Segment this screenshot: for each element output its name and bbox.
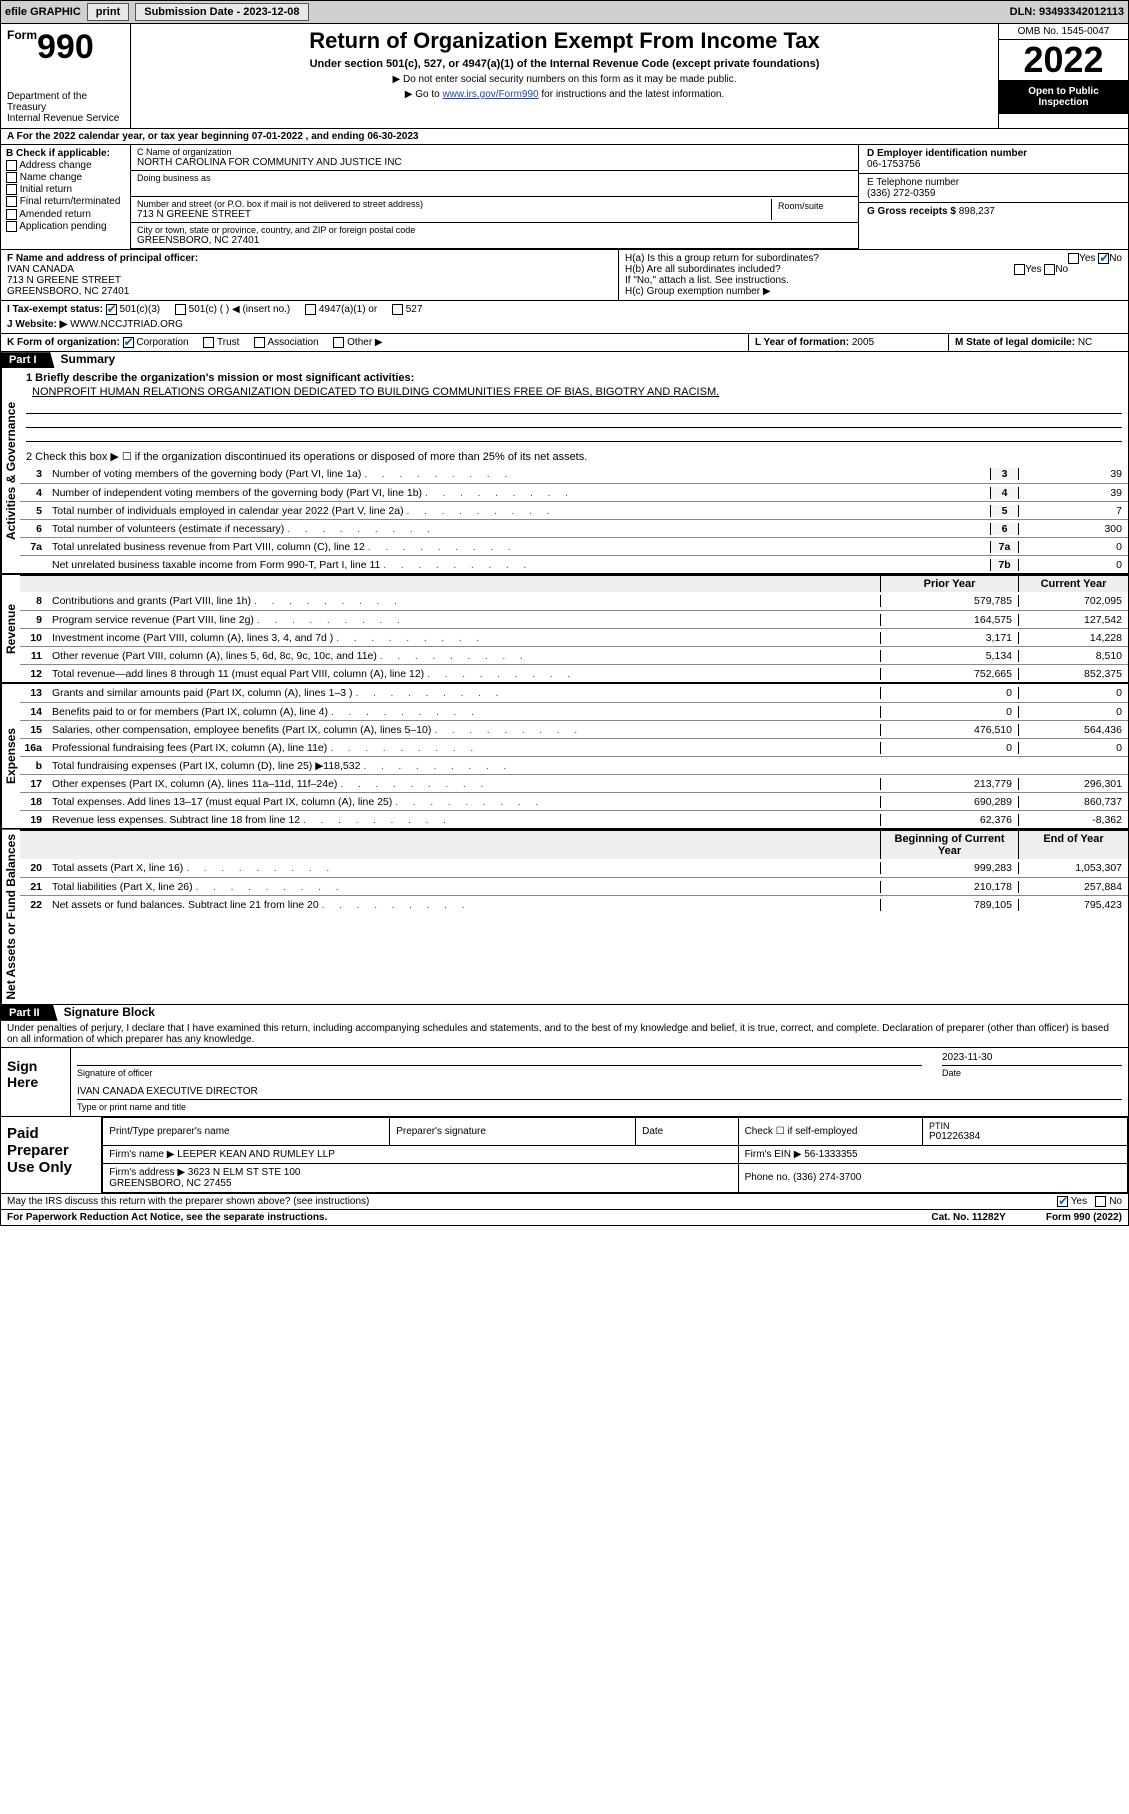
form-number: Form990 (7, 28, 124, 67)
org-city: GREENSBORO, NC 27401 (137, 235, 852, 246)
open-public-label: Open to Public Inspection (999, 80, 1128, 114)
i-j-row: I Tax-exempt status: 501(c)(3) 501(c) ( … (0, 301, 1129, 334)
firm-name: LEEPER KEAN AND RUMLEY LLP (177, 1149, 335, 1160)
q1: 1 Briefly describe the organization's mi… (20, 368, 1128, 448)
efile-label: efile GRAPHIC (5, 6, 81, 18)
cb-amended-return[interactable]: Amended return (6, 209, 125, 220)
table-row: 20 Total assets (Part X, line 16) 999,28… (20, 859, 1128, 877)
omb-label: OMB No. 1545-0047 (999, 24, 1128, 40)
table-row: 18 Total expenses. Add lines 13–17 (must… (20, 792, 1128, 810)
k-l-m-row: K Form of organization: Corporation Trus… (0, 334, 1129, 352)
cb-final-return[interactable]: Final return/terminated (6, 196, 125, 207)
box-f: F Name and address of principal officer:… (1, 250, 618, 300)
cb-address-change[interactable]: Address change (6, 160, 125, 171)
net-colhead: Beginning of Current Year End of Year (20, 830, 1128, 859)
table-row: 5 Total number of individuals employed i… (20, 501, 1128, 519)
table-row: 4 Number of independent voting members o… (20, 483, 1128, 501)
part1-bar: Part I (1, 352, 55, 368)
box-h: H(a) Is this a group return for subordin… (618, 250, 1128, 300)
table-row: 14 Benefits paid to or for members (Part… (20, 702, 1128, 720)
table-row: 21 Total liabilities (Part X, line 26) 2… (20, 877, 1128, 895)
table-row: b Total fundraising expenses (Part IX, c… (20, 756, 1128, 774)
vert-netassets: Net Assets or Fund Balances (1, 830, 20, 1004)
box-j: J Website: ▶ WWW.NCCJTRIAD.ORG (7, 319, 1122, 330)
f-h-row: F Name and address of principal officer:… (0, 250, 1129, 301)
table-row: 12 Total revenue—add lines 8 through 11 … (20, 664, 1128, 682)
form-title: Return of Organization Exempt From Incom… (139, 28, 990, 54)
mission-text: NONPROFIT HUMAN RELATIONS ORGANIZATION D… (26, 384, 1122, 400)
tax-year: 2022 (999, 40, 1128, 80)
ein-value: 06-1753756 (867, 159, 1120, 170)
ptin-value: P01226384 (929, 1131, 1121, 1142)
box-k: K Form of organization: Corporation Trus… (1, 334, 748, 351)
table-row: 3 Number of voting members of the govern… (20, 465, 1128, 483)
phone-value: (336) 272-0359 (867, 188, 1120, 199)
header-right: OMB No. 1545-0047 2022 Open to Public In… (998, 24, 1128, 128)
table-row: 9 Program service revenue (Part VIII, li… (20, 610, 1128, 628)
submission-date-button[interactable]: Submission Date - 2023-12-08 (135, 3, 308, 21)
box-l: L Year of formation: 2005 (748, 334, 948, 351)
preparer-block: Paid Preparer Use Only Print/Type prepar… (0, 1117, 1129, 1194)
org-address: 713 N GREENE STREET (137, 209, 771, 220)
org-name: NORTH CAROLINA FOR COMMUNITY AND JUSTICE… (137, 157, 852, 168)
form-note-1: ▶ Do not enter social security numbers o… (139, 74, 990, 85)
declaration: Under penalties of perjury, I declare th… (1, 1021, 1128, 1047)
box-c: C Name of organization NORTH CAROLINA FO… (131, 145, 858, 249)
table-row: 19 Revenue less expenses. Subtract line … (20, 810, 1128, 828)
table-row: 8 Contributions and grants (Part VIII, l… (20, 592, 1128, 610)
gross-receipts: 898,237 (959, 206, 995, 217)
footer-discuss: May the IRS discuss this return with the… (0, 1194, 1129, 1210)
period-row: A For the 2022 calendar year, or tax yea… (0, 129, 1129, 145)
print-button[interactable]: print (87, 3, 129, 21)
org-info-row: B Check if applicable: Address change Na… (0, 145, 1129, 250)
q2: 2 Check this box ▶ ☐ if the organization… (20, 448, 1128, 465)
officer-name: IVAN CANADA EXECUTIVE DIRECTOR (77, 1086, 1122, 1097)
table-row: 7a Total unrelated business revenue from… (20, 537, 1128, 555)
box-b: B Check if applicable: Address change Na… (1, 145, 131, 249)
table-row: 22 Net assets or fund balances. Subtract… (20, 895, 1128, 913)
vert-revenue: Revenue (1, 575, 20, 682)
irs-link[interactable]: www.irs.gov/Form990 (442, 89, 538, 100)
firm-ein: 56-1333355 (804, 1149, 857, 1160)
signature-block: Sign Here Signature of officer 2023-11-3… (0, 1048, 1129, 1117)
table-row: 15 Salaries, other compensation, employe… (20, 720, 1128, 738)
vert-governance: Activities & Governance (1, 368, 20, 573)
sign-here-label: Sign Here (1, 1048, 71, 1116)
box-i: I Tax-exempt status: 501(c)(3) 501(c) ( … (7, 304, 1122, 315)
preparer-label: Paid Preparer Use Only (1, 1117, 102, 1193)
preparer-table: Print/Type preparer's name Preparer's si… (102, 1117, 1128, 1193)
header-left: Form990 Department of the Treasury Inter… (1, 24, 131, 128)
table-row: 11 Other revenue (Part VIII, column (A),… (20, 646, 1128, 664)
table-row: Net unrelated business taxable income fr… (20, 555, 1128, 573)
footer-bottom: For Paperwork Reduction Act Notice, see … (0, 1210, 1129, 1226)
dln-label: DLN: 93493342012113 (1010, 6, 1124, 18)
box-m: M State of legal domicile: NC (948, 334, 1128, 351)
table-row: 13 Grants and similar amounts paid (Part… (20, 684, 1128, 702)
part1-section: Part ISummary Activities & Governance 1 … (0, 352, 1129, 1005)
rev-colhead: Prior Year Current Year (20, 575, 1128, 592)
header-mid: Return of Organization Exempt From Incom… (131, 24, 998, 128)
cb-initial-return[interactable]: Initial return (6, 184, 125, 195)
website-value: WWW.NCCJTRIAD.ORG (70, 319, 183, 330)
table-row: 6 Total number of volunteers (estimate i… (20, 519, 1128, 537)
firm-phone: (336) 274-3700 (793, 1172, 861, 1183)
department-label: Department of the Treasury Internal Reve… (7, 91, 124, 124)
form-subtitle: Under section 501(c), 527, or 4947(a)(1)… (139, 58, 990, 70)
vert-expenses: Expenses (1, 684, 20, 828)
table-row: 10 Investment income (Part VIII, column … (20, 628, 1128, 646)
table-row: 17 Other expenses (Part IX, column (A), … (20, 774, 1128, 792)
cb-application-pending[interactable]: Application pending (6, 221, 125, 232)
form-note-2: ▶ Go to www.irs.gov/Form990 for instruct… (139, 89, 990, 100)
box-right: D Employer identification number 06-1753… (858, 145, 1128, 249)
table-row: 16a Professional fundraising fees (Part … (20, 738, 1128, 756)
part2-section: Part IISignature Block Under penalties o… (0, 1005, 1129, 1048)
part2-bar: Part II (1, 1005, 58, 1021)
cb-name-change[interactable]: Name change (6, 172, 125, 183)
form-header: Form990 Department of the Treasury Inter… (0, 24, 1129, 129)
topbar: efile GRAPHIC print Submission Date - 20… (0, 0, 1129, 24)
